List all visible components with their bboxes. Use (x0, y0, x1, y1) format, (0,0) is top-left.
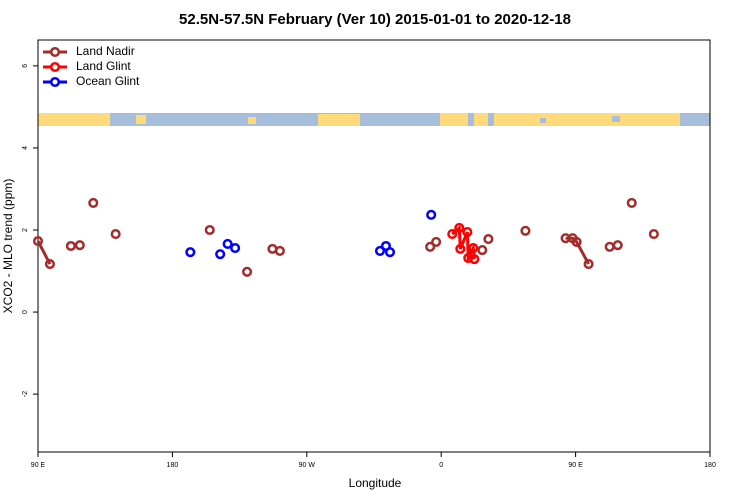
legend-label: Ocean Glint (76, 74, 140, 88)
point (65, 240, 76, 252)
y-tick-label: 6 (22, 64, 29, 68)
map-strip (38, 113, 710, 126)
point (612, 240, 623, 251)
point (215, 249, 226, 260)
y-tick-label: 2 (22, 228, 29, 232)
x-tick-label: 180 (704, 462, 716, 469)
x-tick-label: 90 W (299, 462, 316, 469)
point (520, 225, 531, 236)
point (44, 259, 55, 270)
point (230, 243, 241, 254)
legend-marker (49, 76, 61, 88)
point (454, 222, 465, 233)
x-tick-label: 90 E (31, 462, 46, 469)
legend-marker (49, 61, 61, 73)
y-tick-label: 0 (22, 310, 29, 314)
legend-label: Land Nadir (76, 44, 135, 58)
point (447, 229, 458, 240)
point (469, 254, 480, 265)
point (32, 236, 44, 247)
x-tick-label: 90 E (568, 462, 583, 469)
point (477, 245, 488, 256)
point (185, 247, 196, 258)
point (222, 238, 233, 249)
x-axis-label: Longitude (349, 476, 402, 490)
y-axis-label: XCO2 - MLO trend (ppm) (1, 179, 15, 314)
point (426, 209, 437, 220)
point (455, 243, 466, 254)
point (204, 224, 215, 236)
point (648, 229, 659, 240)
x-tick-label: 0 (439, 462, 443, 469)
series-line (451, 224, 476, 264)
point (74, 240, 85, 251)
point (88, 197, 99, 208)
plot-frame (37, 39, 711, 453)
point (463, 252, 474, 263)
point (626, 197, 637, 208)
point (374, 245, 386, 256)
point (468, 243, 479, 254)
point (571, 236, 582, 247)
point (110, 229, 121, 240)
point (583, 259, 594, 270)
legend-marker (49, 46, 61, 58)
point (483, 233, 494, 245)
y-tick-label: 4 (22, 146, 29, 150)
chart-title: 52.5N-57.5N February (Ver 10) 2015-01-01… (179, 11, 571, 28)
legend-label: Land Glint (76, 59, 131, 73)
y-tick-label: -2 (22, 391, 29, 397)
point (431, 236, 442, 247)
point (384, 247, 396, 258)
x-tick-label: 180 (167, 462, 179, 469)
point (604, 241, 615, 252)
point (462, 226, 473, 238)
point (274, 245, 285, 256)
point (425, 241, 436, 252)
point (242, 266, 253, 277)
